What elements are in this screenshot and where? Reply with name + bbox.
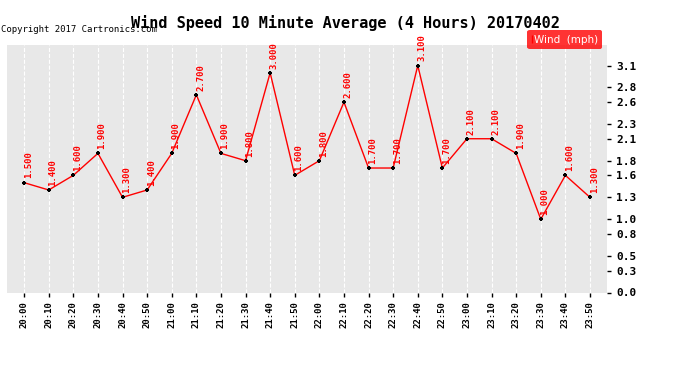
Text: 1.900: 1.900: [516, 122, 525, 149]
Point: [92, 150, 104, 156]
Point: [215, 150, 226, 156]
Text: Wind Speed 10 Minute Average (4 Hours) 20170402: Wind Speed 10 Minute Average (4 Hours) 2…: [130, 15, 560, 31]
Text: 1.000: 1.000: [540, 188, 549, 215]
Text: 1.700: 1.700: [393, 137, 402, 164]
Point: [166, 150, 177, 156]
Point: [338, 99, 349, 105]
Point: [437, 165, 448, 171]
Point: [43, 187, 55, 193]
Point: [314, 158, 325, 164]
Point: [191, 92, 202, 98]
Point: [265, 70, 276, 76]
Text: 2.600: 2.600: [344, 71, 353, 98]
Point: [486, 136, 497, 142]
Text: 3.100: 3.100: [417, 34, 426, 62]
Text: 1.700: 1.700: [442, 137, 451, 164]
Point: [412, 63, 423, 69]
Point: [363, 165, 374, 171]
Text: 1.700: 1.700: [368, 137, 377, 164]
Point: [511, 150, 522, 156]
Point: [19, 180, 30, 186]
Point: [68, 172, 79, 178]
Text: 2.100: 2.100: [491, 108, 500, 135]
Text: 1.400: 1.400: [147, 159, 156, 186]
Text: 1.600: 1.600: [73, 144, 82, 171]
Text: 2.700: 2.700: [196, 64, 205, 91]
Point: [388, 165, 399, 171]
Text: 1.800: 1.800: [319, 130, 328, 156]
Text: 1.500: 1.500: [23, 152, 33, 178]
Point: [584, 194, 595, 200]
Text: 1.600: 1.600: [295, 144, 304, 171]
Text: 1.800: 1.800: [245, 130, 254, 156]
Text: 1.300: 1.300: [122, 166, 131, 193]
Text: 1.900: 1.900: [97, 122, 106, 149]
Text: 1.300: 1.300: [590, 166, 599, 193]
Point: [535, 216, 546, 222]
Text: Copyright 2017 Cartronics.com: Copyright 2017 Cartronics.com: [1, 25, 157, 34]
Text: 1.900: 1.900: [171, 122, 180, 149]
Point: [240, 158, 251, 164]
Text: 1.400: 1.400: [48, 159, 57, 186]
Point: [560, 172, 571, 178]
Text: 3.000: 3.000: [270, 42, 279, 69]
Text: 1.900: 1.900: [221, 122, 230, 149]
Point: [289, 172, 300, 178]
Point: [462, 136, 473, 142]
Text: 2.100: 2.100: [466, 108, 475, 135]
Point: [141, 187, 152, 193]
Text: 1.600: 1.600: [565, 144, 574, 171]
Point: [117, 194, 128, 200]
Legend: Wind  (mph): Wind (mph): [527, 30, 602, 49]
